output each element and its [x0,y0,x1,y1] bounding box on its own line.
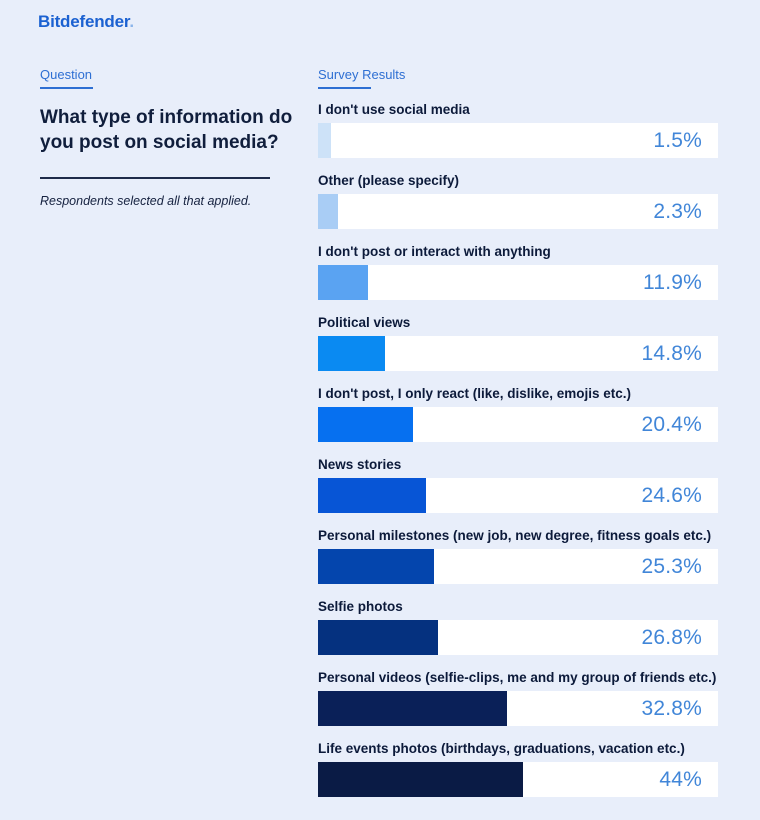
bar-label: I don't post, I only react (like, dislik… [318,386,632,401]
bar-label: Personal videos (selfie-clips, me and my… [318,670,717,685]
bar-value: 24.6% [641,483,702,507]
question-panel: Question What type of information do you… [40,66,310,811]
bar-value: 2.3% [653,199,702,223]
bar-track: 11.9% [318,265,718,300]
bitdefender-logo: Bitdefender. [38,12,134,32]
bar-fill [318,123,331,158]
bar-label: Personal milestones (new job, new degree… [318,528,712,543]
bar-track: 25.3% [318,549,718,584]
bar-value: 20.4% [641,412,702,436]
bar-track: 26.8% [318,620,718,655]
logo-text: Bitdefender [38,12,130,31]
bar-fill [318,478,426,513]
bar-value: 26.8% [641,625,702,649]
bar-row: Selfie photos 26.8% [318,598,718,655]
bar-track: 1.5% [318,123,718,158]
bar-label: I don't post or interact with anything [318,244,551,259]
bar-value: 25.3% [641,554,702,578]
question-title: What type of information do you post on … [40,107,293,154]
bar-fill [318,407,413,442]
bar-fill [318,194,338,229]
bar-label: I don't use social media [318,102,470,117]
bar-track: 32.8% [318,691,718,726]
bar-value: 1.5% [653,128,702,152]
bar-fill [318,762,523,797]
bar-track: 20.4% [318,407,718,442]
bar-fill [318,549,434,584]
question-note: Respondents selected all that applied. [40,194,252,209]
bar-fill [318,620,438,655]
bar-row: News stories 24.6% [318,456,718,513]
bar-fill [318,691,507,726]
bar-row: I don't use social media 1.5% [318,101,718,158]
bar-value: 32.8% [641,696,702,720]
bar-row: Political views 14.8% [318,314,718,371]
bar-row: Other (please specify) 2.3% [318,172,718,229]
bar-track: 24.6% [318,478,718,513]
tab-survey-results: Survey Results [318,67,406,82]
bar-rows: I don't use social media 1.5% Other (ple… [318,101,718,797]
bar-track: 2.3% [318,194,718,229]
bar-row: Personal videos (selfie-clips, me and my… [318,669,718,726]
bar-fill [318,336,385,371]
tab-survey-results-underline [318,87,371,89]
bar-fill [318,265,368,300]
bar-row: Personal milestones (new job, new degree… [318,527,718,584]
question-divider [40,177,270,180]
bar-label: Selfie photos [318,599,403,614]
bar-track: 14.8% [318,336,718,371]
bar-value: 11.9% [643,270,702,294]
tab-question-underline [40,87,93,89]
main-content: Question What type of information do you… [40,66,718,811]
bar-row: Life events photos (birthdays, graduatio… [318,740,718,797]
bar-label: News stories [318,457,402,472]
survey-results-panel: Survey Results I don't use social media … [318,66,718,811]
bar-label: Life events photos (birthdays, graduatio… [318,741,685,756]
logo-period: . [129,12,134,31]
tab-question: Question [40,67,93,82]
bar-track: 44% [318,762,718,797]
bar-label: Political views [318,315,411,330]
bar-row: I don't post, I only react (like, dislik… [318,385,718,442]
bar-label: Other (please specify) [318,173,460,188]
bar-row: I don't post or interact with anything 1… [318,243,718,300]
bar-value: 14.8% [641,341,702,365]
bar-value: 44% [659,767,702,791]
